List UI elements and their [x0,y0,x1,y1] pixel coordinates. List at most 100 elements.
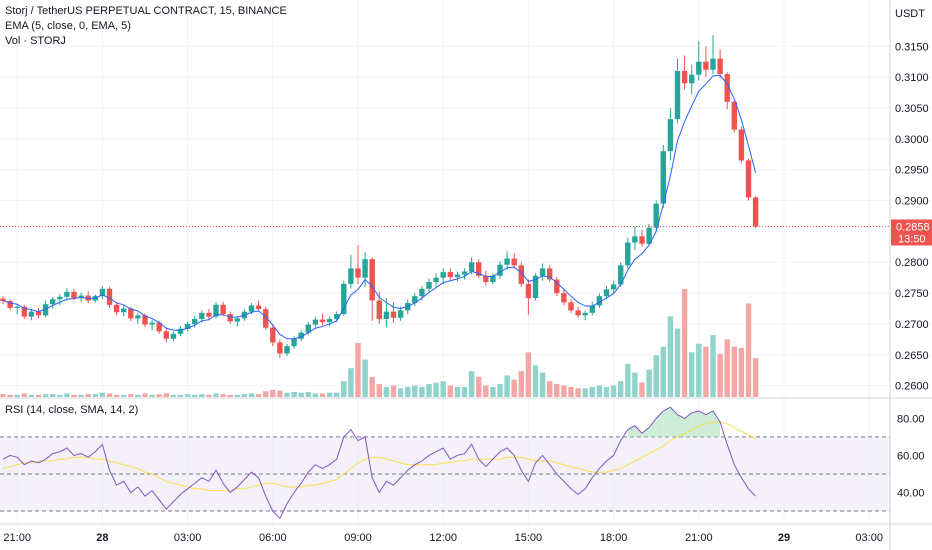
rsi-axis[interactable]: 80.00 60.00 40.00 [897,413,925,499]
candle[interactable] [135,312,141,324]
candle[interactable] [639,230,645,247]
candle[interactable] [625,237,631,269]
candle[interactable] [689,64,695,95]
candle[interactable] [511,252,517,269]
candle[interactable] [121,305,127,317]
candle[interactable] [539,263,546,281]
candle[interactable] [554,277,560,297]
candle[interactable] [7,299,13,311]
candle[interactable] [568,299,574,313]
rsi-fill-segment [656,410,664,437]
candle[interactable] [234,315,240,327]
candle[interactable] [355,244,361,284]
candle[interactable] [326,316,333,327]
time-axis[interactable]: 21:00 28 03:00 06:00 09:00 12:00 15:00 18:00 21:… [3,532,932,544]
candle[interactable] [412,293,418,307]
candle[interactable] [319,314,326,326]
candle[interactable] [681,55,688,90]
candle[interactable] [710,35,716,75]
candle[interactable] [184,321,191,332]
candle[interactable] [298,330,304,342]
ema-legend[interactable]: EMA (5, close, 0, EMA, 5) [5,20,131,32]
candle[interactable] [674,58,681,124]
candle[interactable] [582,310,588,321]
candle[interactable] [596,293,603,308]
candle[interactable] [618,262,624,287]
candle[interactable] [731,100,737,133]
volume-legend[interactable]: Vol · STORJ [5,35,66,47]
candle[interactable] [610,280,617,294]
candle[interactable] [426,278,432,294]
candle[interactable] [369,257,375,321]
candle[interactable] [220,301,226,316]
candle[interactable] [575,306,581,318]
rsi-pane[interactable] [0,406,890,520]
candle[interactable] [461,268,468,280]
candle[interactable] [14,303,20,315]
candle[interactable] [177,326,184,337]
candle[interactable] [390,302,397,323]
volume-bar [468,371,475,397]
candle[interactable] [277,339,283,358]
candle[interactable] [745,158,752,201]
candle[interactable] [284,343,290,357]
candle[interactable] [717,49,723,79]
price-axis[interactable]: USDT 0.3150 0.3100 0.3050 0.3000 0.2950 0.290… [895,8,929,393]
candle[interactable] [213,302,219,319]
candle[interactable] [703,46,709,78]
candle[interactable] [667,107,674,161]
candle[interactable] [113,301,120,316]
candle[interactable] [99,285,106,300]
candle[interactable] [603,285,610,300]
candle[interactable] [660,145,666,208]
candle[interactable] [476,259,482,278]
candle[interactable] [28,309,35,321]
candle[interactable] [433,273,439,287]
candle[interactable] [50,296,56,309]
candle[interactable] [454,271,461,282]
candle[interactable] [85,291,91,303]
candle[interactable] [57,294,63,306]
candle[interactable] [255,300,262,312]
candle[interactable] [547,265,553,282]
candle[interactable] [35,307,42,319]
candle[interactable] [64,288,70,301]
candle[interactable] [490,273,496,285]
rsi-legend[interactable]: RSI (14, close, SMA, 14, 2) [5,404,139,416]
candle[interactable] [270,323,276,347]
candle[interactable] [21,304,27,320]
candle[interactable] [752,196,759,229]
candle[interactable] [362,252,368,287]
candle[interactable] [518,262,524,287]
candle[interactable] [206,308,212,321]
candlesticks[interactable] [0,35,759,358]
candle[interactable] [312,316,319,328]
candle[interactable] [632,226,638,250]
candle[interactable] [440,268,446,285]
candle[interactable] [525,279,532,315]
candle[interactable] [397,306,404,321]
candle[interactable] [341,280,347,316]
candle[interactable] [653,200,659,232]
candle[interactable] [106,286,113,308]
candle[interactable] [447,268,453,281]
candle[interactable] [532,273,539,301]
candle[interactable] [163,328,169,343]
candle[interactable] [263,306,269,331]
candle[interactable] [646,223,652,247]
candle[interactable] [738,126,745,164]
candle[interactable] [348,254,354,289]
candle[interactable] [696,41,702,81]
candle[interactable] [589,301,595,316]
candle[interactable] [497,261,503,279]
candle[interactable] [227,311,233,324]
candle[interactable] [561,289,567,306]
symbol-legend[interactable]: Storj / TetherUS PERPETUAL CONTRACT, 15,… [5,5,287,17]
candle[interactable] [504,251,510,270]
candle[interactable] [170,331,177,342]
candle[interactable] [0,296,6,305]
candle[interactable] [149,319,155,331]
candle[interactable] [724,72,730,110]
candle[interactable] [483,270,489,286]
